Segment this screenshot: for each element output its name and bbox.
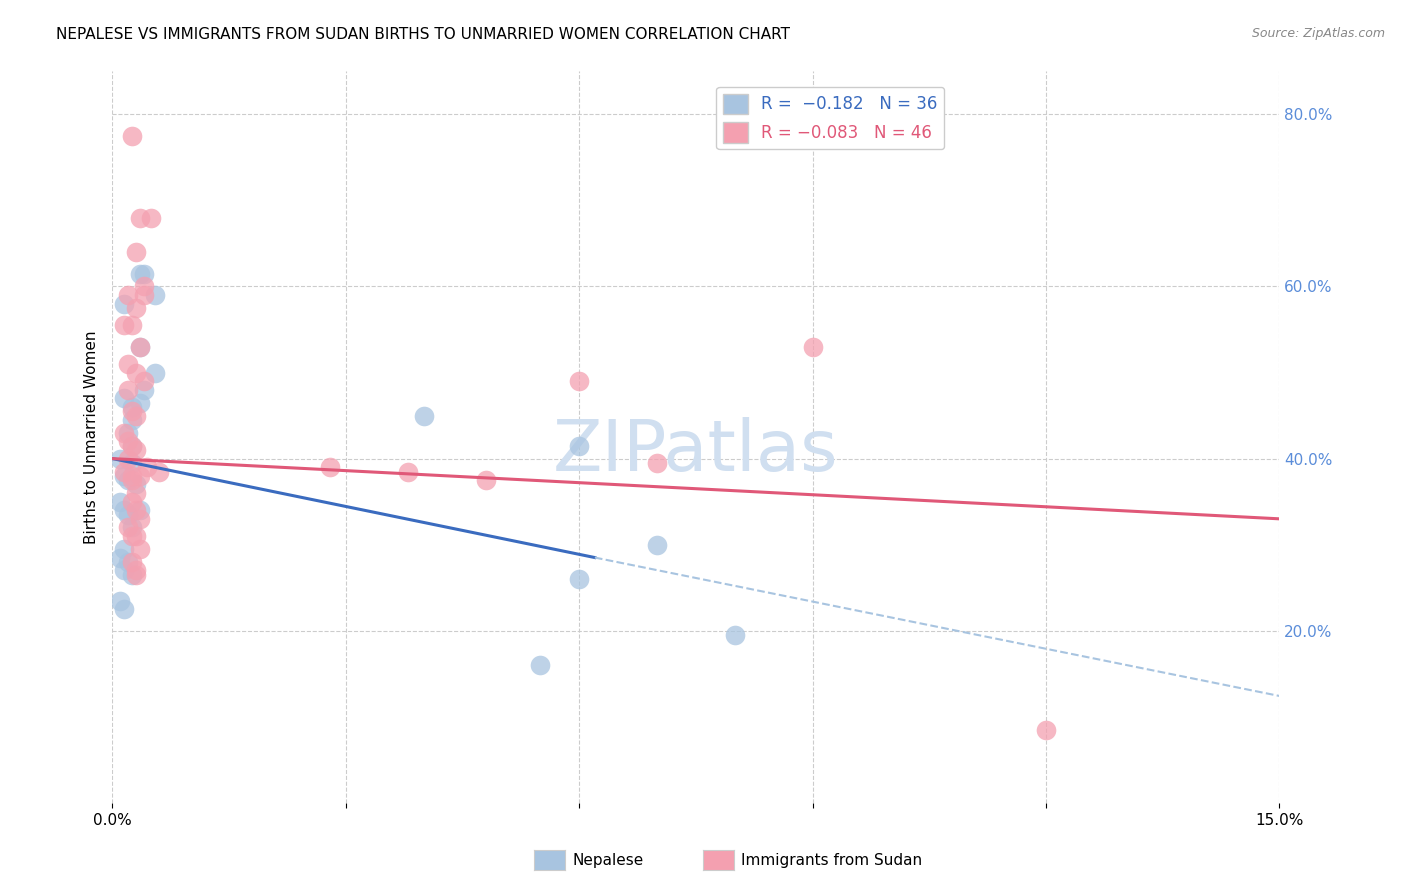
Point (125, 564, 148, 578)
Point (396, 465, 419, 479)
Point (121, 400, 143, 414)
Point (117, 555, 139, 569)
Text: Nepalese: Nepalese (572, 854, 644, 868)
Point (117, 520, 139, 534)
Point (128, 512, 150, 526)
Point (568, 439, 591, 453)
Point (125, 442, 148, 457)
Point (568, 572, 591, 586)
Point (121, 404, 143, 418)
Point (475, 473, 498, 487)
Point (128, 503, 150, 517)
Text: Source: ZipAtlas.com: Source: ZipAtlas.com (1251, 27, 1385, 40)
Point (128, 267, 150, 281)
Point (136, 460, 159, 475)
Point (132, 383, 155, 397)
Point (125, 567, 148, 582)
Point (125, 477, 148, 491)
Point (801, 340, 824, 354)
Point (121, 494, 143, 508)
Point (121, 439, 143, 453)
Point (110, 494, 132, 508)
Point (112, 564, 135, 578)
Legend: R =  −0.182   N = 36, R = −0.083   N = 46: R = −0.182 N = 36, R = −0.083 N = 46 (716, 87, 945, 149)
Point (128, 468, 150, 483)
Point (128, 541, 150, 556)
Point (121, 439, 143, 453)
Point (568, 374, 591, 388)
Point (125, 366, 148, 380)
Point (117, 288, 139, 302)
Y-axis label: Births to Unmarried Women: Births to Unmarried Women (83, 330, 98, 544)
Point (645, 538, 668, 552)
Point (125, 301, 148, 315)
Point (110, 550, 132, 565)
Point (112, 465, 135, 479)
Point (121, 567, 143, 582)
Point (128, 395, 150, 409)
Point (1035, 723, 1057, 737)
Point (724, 628, 747, 642)
Point (117, 383, 139, 397)
Point (112, 468, 135, 483)
Point (125, 245, 148, 260)
Point (121, 468, 143, 483)
Point (117, 434, 139, 449)
Point (132, 279, 155, 293)
Point (141, 211, 163, 225)
Point (125, 409, 148, 423)
Point (121, 413, 143, 427)
Point (112, 296, 135, 310)
Point (112, 425, 135, 440)
Point (132, 374, 155, 388)
Point (117, 473, 139, 487)
Point (112, 602, 135, 616)
Point (143, 366, 166, 380)
Point (110, 593, 132, 607)
Point (529, 658, 551, 673)
Point (128, 340, 150, 354)
Point (148, 465, 170, 479)
Point (121, 555, 143, 569)
Point (128, 340, 150, 354)
Point (121, 456, 143, 470)
Point (117, 425, 139, 440)
Point (121, 318, 143, 333)
Point (125, 529, 148, 543)
Point (412, 409, 434, 423)
Point (121, 128, 143, 143)
Point (117, 508, 139, 522)
Text: Immigrants from Sudan: Immigrants from Sudan (741, 854, 922, 868)
Point (128, 211, 150, 225)
Point (112, 318, 135, 333)
Point (121, 520, 143, 534)
Point (125, 503, 148, 517)
Point (121, 473, 143, 487)
Point (112, 503, 135, 517)
Text: NEPALESE VS IMMIGRANTS FROM SUDAN BIRTHS TO UNMARRIED WOMEN CORRELATION CHART: NEPALESE VS IMMIGRANTS FROM SUDAN BIRTHS… (56, 27, 790, 42)
Text: ZIPatlas: ZIPatlas (553, 417, 839, 486)
Point (645, 456, 668, 470)
Point (125, 486, 148, 500)
Point (132, 288, 155, 302)
Point (319, 460, 342, 475)
Point (112, 392, 135, 406)
Point (117, 451, 139, 466)
Point (117, 357, 139, 371)
Point (112, 541, 135, 556)
Point (110, 451, 132, 466)
Point (132, 267, 155, 281)
Point (121, 529, 143, 543)
Point (143, 288, 166, 302)
